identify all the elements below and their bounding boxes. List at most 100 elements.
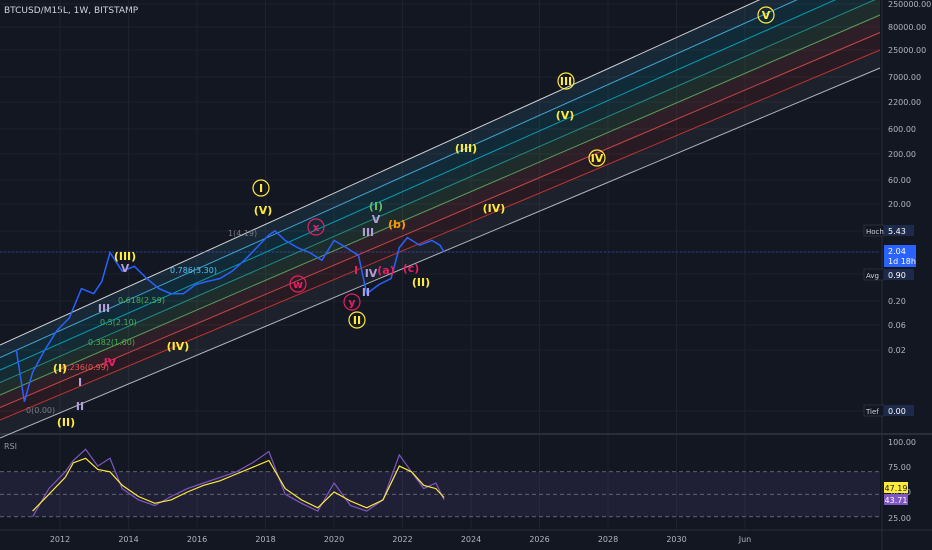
fib-label-1: 0.236(0.99): [62, 363, 109, 372]
time-tick-6: 2024: [461, 535, 481, 544]
wave-circle-11: [348, 311, 366, 329]
hoch-badge-label: Hoch: [866, 228, 884, 236]
wave-annotations: (I)(II)IIIIIIIVV(III)(IV)(V)III(I)(II)(I…: [53, 6, 775, 429]
wave-label-21: w: [293, 278, 303, 291]
rsi-value-purple: 43.71: [885, 496, 908, 505]
current-price-bg: [884, 245, 916, 267]
rsi-label: RSI: [4, 442, 17, 451]
wave-label-28: V: [372, 213, 381, 226]
wave-label-26: III: [362, 226, 374, 239]
wave-label-13: (II): [412, 276, 430, 289]
wave-label-14: (III): [455, 142, 477, 155]
wave-label-10: I: [259, 182, 263, 195]
wave-circle-10: [252, 179, 270, 197]
time-tick-1: 2014: [118, 535, 138, 544]
channel-line-4: [0, 14, 881, 396]
wave-circle-17: [557, 72, 575, 90]
tief-badge-label: Tief: [865, 408, 879, 416]
rsi-series-1: [32, 457, 445, 512]
time-tick-4: 2020: [324, 535, 344, 544]
price-tick-6: 200.00: [888, 150, 916, 159]
fib-label-3: 0.5(2.10): [100, 318, 137, 327]
wave-label-15: (IV): [483, 202, 506, 215]
wave-label-19: V: [762, 9, 771, 22]
fib-label-5: 0.786(3.30): [170, 266, 217, 275]
price-line: [15, 230, 445, 402]
wave-label-5: IV: [104, 356, 117, 369]
wave-label-27: IV: [365, 267, 378, 280]
wave-circle-18: [588, 149, 606, 167]
channel-line-bottom: [0, 67, 881, 439]
rsi-tick-3: 25.00: [888, 514, 911, 523]
regression-channel: [0, 0, 881, 439]
wave-label-1: (II): [57, 416, 75, 429]
price-tick-14: 0.02: [888, 346, 906, 355]
rsi-badge-purple: [884, 494, 908, 505]
price-series: [0, 230, 880, 402]
channel-line-5: [0, 32, 881, 408]
current-price-time: 1d 18h: [888, 257, 916, 266]
channel-band-lower: [0, 50, 880, 438]
rsi-tick-1: 75.00: [888, 463, 911, 472]
channel-line-6: [0, 49, 881, 421]
fib-label-6: 1(4.19): [228, 229, 257, 238]
wave-label-16: (V): [556, 109, 575, 122]
time-tick-3: 2018: [255, 535, 275, 544]
channel-line-3: [0, 0, 876, 383]
time-tick-2: 2016: [187, 535, 207, 544]
wave-label-30: I: [354, 264, 358, 277]
price-tick-5: 600.00: [888, 125, 916, 134]
channel-band-5: [0, 32, 880, 420]
hoch-badge-bg: [884, 225, 914, 236]
time-tick-7: 2026: [529, 535, 549, 544]
wave-label-7: (III): [114, 250, 136, 263]
wave-label-20: x: [312, 221, 319, 234]
wave-label-0: (I): [53, 362, 67, 375]
avg-badge-bg: [884, 269, 914, 280]
avg-badge-label: Avg: [866, 272, 879, 280]
wave-label-29: II: [362, 286, 370, 299]
price-tick-1: 80000.00: [888, 23, 926, 32]
wave-circle-19: [757, 6, 775, 24]
tief-badge-bg: [884, 405, 914, 416]
wave-label-2: I: [78, 376, 82, 389]
time-axis: 2012 2014 2016 2018 2020 2022 2024 2026 2028 2030…: [0, 529, 932, 544]
rsi-value-yellow: 47.19: [885, 484, 908, 493]
wave-label-22: y: [348, 296, 355, 309]
hoch-badge-value: 5.43: [888, 227, 906, 236]
time-tick-9: 2030: [666, 535, 686, 544]
channel-band-3: [0, 0, 880, 395]
wave-label-6: V: [121, 262, 130, 275]
wave-label-8: (IV): [167, 340, 190, 353]
wave-circle-22: [343, 293, 361, 311]
wave-label-23: (a): [377, 264, 394, 277]
channel-line-1: [0, 0, 798, 358]
fib-labels: 0(0.00) 0.236(0.99) 0.382(1.60) 0.5(2.10) 0.…: [26, 229, 257, 415]
fib-label-2: 0.382(1.60): [88, 338, 135, 347]
wave-label-9: (V): [254, 204, 273, 217]
wave-label-4: III: [98, 302, 110, 315]
wave-label-24: (b): [388, 218, 406, 231]
wave-label-11: II: [353, 314, 361, 327]
price-tick-4: 2200.00: [888, 98, 921, 107]
wave-circle-20: [307, 218, 325, 236]
avg-badge-value: 0.90: [888, 271, 906, 280]
wave-label-3: II: [76, 400, 84, 413]
time-tick-0: 2012: [50, 535, 70, 544]
price-tick-0: 250000.00: [888, 0, 931, 9]
wave-label-12: (I): [369, 200, 383, 213]
time-tick-10: Jun: [738, 535, 752, 544]
wave-label-25: (c): [403, 262, 420, 275]
rsi-series-0: [32, 448, 445, 518]
rsi-badge-yellow: [884, 482, 908, 493]
channel-band-4: [0, 15, 880, 408]
wave-label-18: IV: [591, 152, 604, 165]
price-tick-2: 25000.00: [888, 46, 926, 55]
time-tick-8: 2028: [598, 535, 618, 544]
price-tick-7: 60.00: [888, 176, 911, 185]
rsi-band: [0, 471, 880, 517]
price-tick-13: 0.06: [888, 321, 906, 330]
rsi-tick-0: 100.00: [888, 438, 916, 447]
